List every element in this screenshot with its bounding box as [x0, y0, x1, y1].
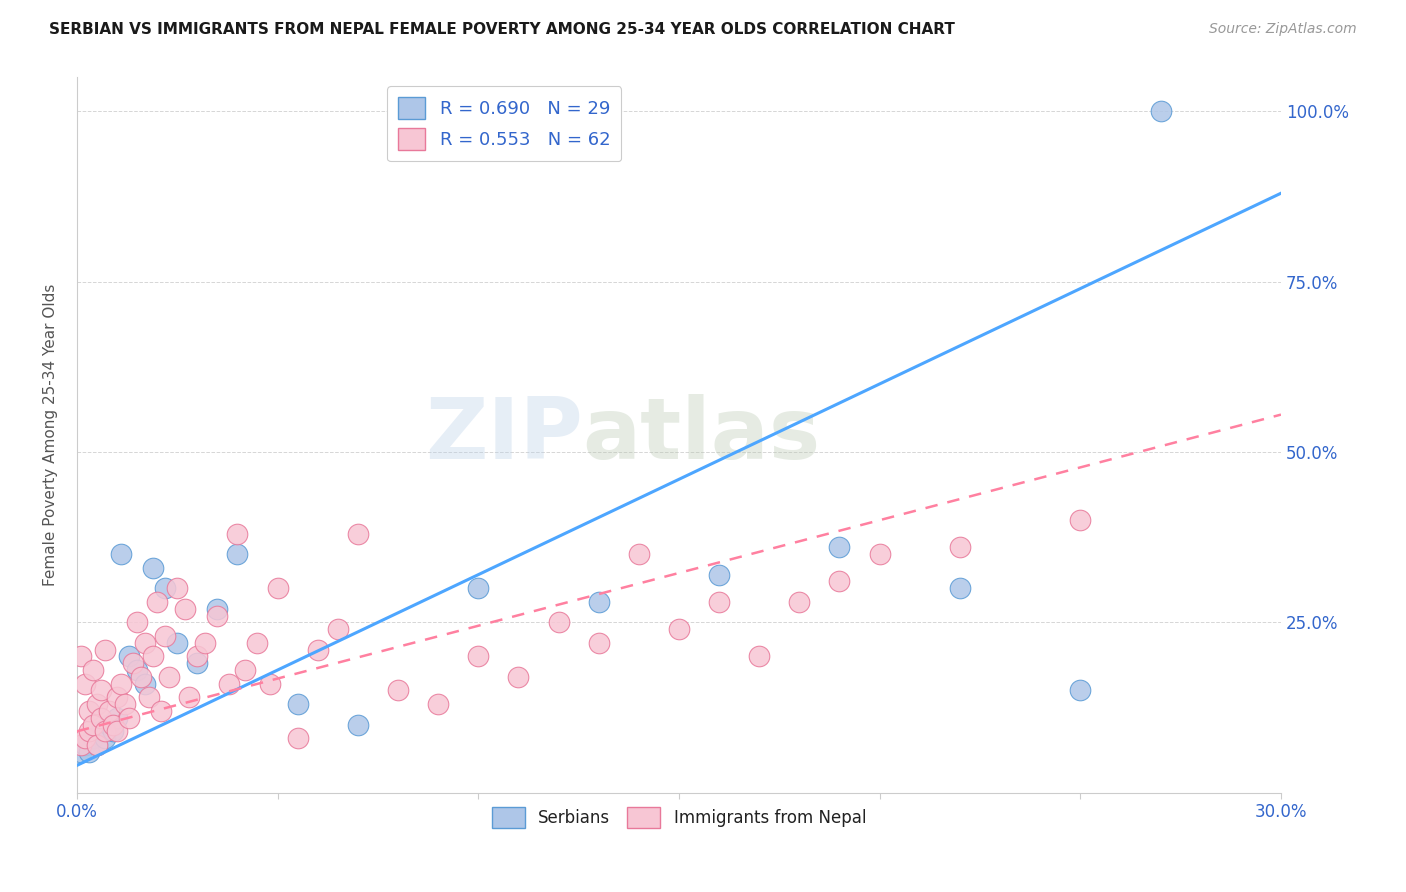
Point	[226, 526, 249, 541]
Point	[110, 676, 132, 690]
Point	[86, 697, 108, 711]
Point	[186, 657, 208, 671]
Y-axis label: Female Poverty Among 25-34 Year Olds: Female Poverty Among 25-34 Year Olds	[44, 284, 58, 586]
Point	[129, 670, 152, 684]
Point	[70, 649, 93, 664]
Point	[150, 704, 173, 718]
Point	[73, 738, 96, 752]
Point	[98, 717, 121, 731]
Point	[73, 676, 96, 690]
Point	[949, 541, 972, 555]
Point	[427, 697, 450, 711]
Point	[105, 724, 128, 739]
Point	[174, 601, 197, 615]
Point	[101, 717, 124, 731]
Point	[94, 724, 117, 739]
Point	[125, 615, 148, 630]
Point	[186, 649, 208, 664]
Point	[90, 711, 112, 725]
Point	[82, 717, 104, 731]
Point	[94, 731, 117, 746]
Point	[588, 636, 610, 650]
Point	[166, 582, 188, 596]
Point	[70, 745, 93, 759]
Legend: Serbians, Immigrants from Nepal: Serbians, Immigrants from Nepal	[485, 801, 873, 834]
Point	[218, 676, 240, 690]
Point	[467, 649, 489, 664]
Point	[707, 567, 730, 582]
Point	[142, 649, 165, 664]
Point	[77, 745, 100, 759]
Point	[77, 724, 100, 739]
Point	[166, 636, 188, 650]
Point	[1069, 513, 1091, 527]
Point	[77, 704, 100, 718]
Point	[179, 690, 201, 705]
Point	[98, 704, 121, 718]
Point	[307, 642, 329, 657]
Point	[508, 670, 530, 684]
Point	[789, 595, 811, 609]
Point	[134, 636, 156, 650]
Point	[146, 595, 169, 609]
Point	[70, 738, 93, 752]
Point	[235, 663, 257, 677]
Point	[194, 636, 217, 650]
Point	[287, 731, 309, 746]
Point	[73, 731, 96, 746]
Point	[627, 547, 650, 561]
Point	[138, 690, 160, 705]
Point	[134, 676, 156, 690]
Point	[118, 711, 141, 725]
Point	[82, 731, 104, 746]
Point	[346, 717, 368, 731]
Point	[94, 642, 117, 657]
Point	[828, 574, 851, 589]
Point	[207, 601, 229, 615]
Point	[707, 595, 730, 609]
Point	[90, 683, 112, 698]
Text: atlas: atlas	[582, 393, 821, 476]
Point	[153, 582, 176, 596]
Point	[287, 697, 309, 711]
Point	[748, 649, 770, 664]
Point	[118, 649, 141, 664]
Point	[949, 582, 972, 596]
Point	[828, 541, 851, 555]
Point	[86, 738, 108, 752]
Point	[266, 582, 288, 596]
Point	[105, 690, 128, 705]
Text: SERBIAN VS IMMIGRANTS FROM NEPAL FEMALE POVERTY AMONG 25-34 YEAR OLDS CORRELATIO: SERBIAN VS IMMIGRANTS FROM NEPAL FEMALE …	[49, 22, 955, 37]
Point	[101, 724, 124, 739]
Point	[547, 615, 569, 630]
Point	[467, 582, 489, 596]
Point	[122, 657, 145, 671]
Point	[668, 622, 690, 636]
Point	[259, 676, 281, 690]
Point	[387, 683, 409, 698]
Point	[157, 670, 180, 684]
Point	[246, 636, 269, 650]
Point	[110, 547, 132, 561]
Point	[125, 663, 148, 677]
Point	[90, 724, 112, 739]
Point	[588, 595, 610, 609]
Point	[105, 711, 128, 725]
Point	[1069, 683, 1091, 698]
Text: ZIP: ZIP	[425, 393, 582, 476]
Point	[86, 738, 108, 752]
Text: Source: ZipAtlas.com: Source: ZipAtlas.com	[1209, 22, 1357, 37]
Point	[142, 561, 165, 575]
Point	[114, 697, 136, 711]
Point	[346, 526, 368, 541]
Point	[869, 547, 891, 561]
Point	[207, 608, 229, 623]
Point	[82, 663, 104, 677]
Point	[226, 547, 249, 561]
Point	[326, 622, 349, 636]
Point	[153, 629, 176, 643]
Point	[1149, 104, 1171, 119]
